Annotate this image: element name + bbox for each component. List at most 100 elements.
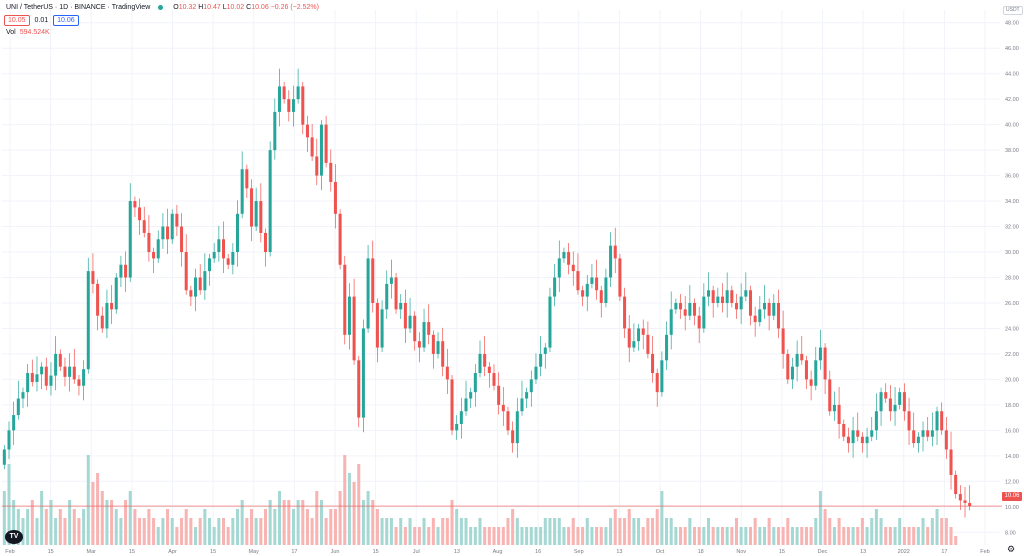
y-tick-label: 34.00 — [1005, 199, 1019, 205]
buy-button[interactable]: 10.06 — [53, 15, 79, 26]
x-tick-label: Apr — [168, 549, 177, 555]
candle-body — [693, 302, 697, 316]
volume-bar — [525, 527, 529, 545]
tradingview-logo-icon[interactable]: TV — [5, 530, 23, 544]
volume-bar — [156, 527, 160, 545]
candle-body — [860, 436, 864, 444]
volume-bar — [916, 527, 920, 545]
candle-body — [856, 430, 860, 437]
volume-bar — [319, 500, 323, 545]
candle-body — [534, 366, 538, 380]
volume-bar — [660, 491, 664, 545]
candle-body — [26, 373, 30, 393]
last-price-label: 10.06 — [1002, 492, 1022, 501]
candle-body — [175, 213, 179, 227]
volume-bar — [520, 527, 524, 545]
volume-bar — [529, 527, 533, 545]
y-tick-label: 32.00 — [1005, 225, 1019, 231]
candle-body — [473, 373, 477, 393]
volume-bar — [599, 527, 603, 545]
volume-bar — [184, 509, 188, 545]
volume-bar — [665, 518, 669, 545]
candle-body — [431, 334, 435, 354]
y-tick-label: 40.00 — [1005, 123, 1019, 129]
candle-body — [604, 277, 608, 303]
volume-bar — [338, 491, 342, 545]
candle-body — [846, 436, 850, 444]
candle-body — [874, 411, 878, 431]
volume-bar — [506, 518, 510, 545]
volume-bar — [781, 527, 785, 545]
symbol-name[interactable]: UNI / TetherUS — [6, 4, 53, 11]
volume-bar — [954, 536, 958, 545]
candle-body — [128, 201, 132, 278]
volume-bar — [399, 518, 403, 545]
candle-body — [884, 392, 888, 399]
volume-bar — [124, 500, 128, 545]
x-tick-label: Jul — [413, 549, 420, 555]
currency-label[interactable]: USDT — [1003, 6, 1023, 15]
volume-bar — [758, 527, 762, 545]
candle-body — [828, 379, 832, 412]
candle-body — [124, 264, 128, 278]
volume-bar — [128, 491, 132, 545]
candle-body — [184, 252, 188, 291]
x-tick-label: Aug — [493, 549, 503, 555]
y-tick-label: 36.00 — [1005, 174, 1019, 180]
volume-bar — [627, 509, 631, 545]
candle-body — [576, 271, 580, 291]
candle-body — [916, 436, 920, 444]
volume-bar — [786, 518, 790, 545]
candle-body — [497, 385, 501, 405]
volume-bar — [487, 527, 491, 545]
candle-body — [161, 226, 165, 240]
candle-body — [296, 86, 300, 100]
volume-bar — [688, 518, 692, 545]
candle-body — [422, 322, 426, 348]
candle-body — [427, 322, 431, 335]
x-tick-label: May — [249, 549, 260, 555]
candle-body — [804, 360, 808, 380]
volume-bar — [170, 518, 174, 545]
volume-bar — [926, 527, 930, 545]
candle-body — [599, 290, 603, 303]
candle-body — [212, 252, 216, 259]
volume-bar — [856, 527, 860, 545]
x-tick-label: Jun — [331, 549, 340, 555]
candle-body — [403, 302, 407, 329]
sell-button[interactable]: 10.05 — [4, 15, 30, 26]
candle-body — [203, 271, 207, 291]
candle-body — [655, 373, 659, 393]
candle-body — [86, 271, 90, 370]
volume-bar — [609, 518, 613, 545]
volume-bar — [809, 527, 813, 545]
candle-body — [968, 502, 972, 507]
volume-bar — [147, 509, 151, 545]
volume-bar — [296, 500, 300, 545]
gear-icon[interactable]: ⚙ — [1007, 544, 1016, 554]
candle-body — [809, 379, 813, 386]
volume-bar — [16, 509, 20, 545]
candle-body — [119, 264, 123, 278]
volume-bar — [389, 518, 393, 545]
candle-body — [506, 411, 510, 431]
candle-body — [646, 334, 650, 354]
volume-bar — [26, 509, 30, 545]
candle-body — [361, 328, 365, 418]
candle-body — [912, 430, 916, 444]
volume-bar — [902, 527, 906, 545]
candle-body — [613, 245, 617, 259]
candle-body — [315, 156, 319, 176]
candle-body — [464, 398, 468, 412]
volume-bar — [119, 518, 123, 545]
candle-body — [739, 296, 743, 310]
time-axis: Feb 15 Mar 15 Apr 15 May 17 Jun 15 Jul 13 Aug 16 Sep 13… — [5, 549, 989, 555]
candle-body — [245, 169, 249, 189]
x-tick-label: Oct — [656, 549, 665, 555]
candle-body — [166, 226, 170, 240]
candle-body — [525, 392, 529, 399]
candle-body — [338, 213, 342, 265]
spread-value: 0.01 — [34, 17, 49, 24]
x-tick-label: 13 — [860, 549, 866, 555]
